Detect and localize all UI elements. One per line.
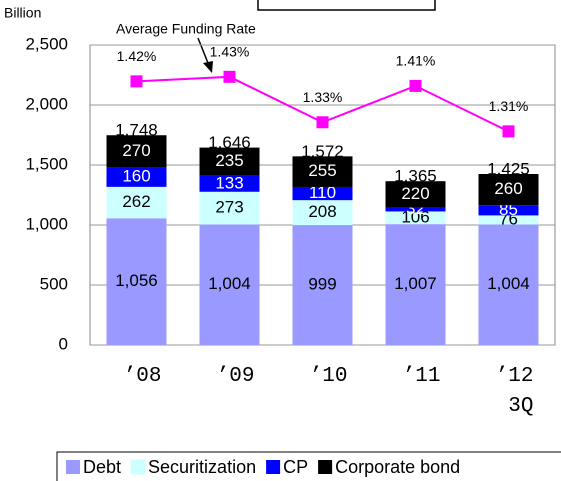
x-tick-label: ’12 3Q	[495, 365, 534, 418]
total-label: 1,748	[115, 121, 158, 140]
bar-segment	[478, 215, 539, 225]
bar-segment	[292, 186, 353, 201]
line-marker	[130, 75, 143, 88]
bar-segment	[199, 147, 260, 176]
y-tick-label: 0	[59, 334, 68, 353]
bar-segment	[106, 186, 167, 219]
data-label: 1,004	[487, 274, 530, 293]
total-label: 1,572	[301, 142, 344, 161]
legend-swatch	[318, 460, 333, 474]
data-label: 220	[401, 184, 429, 203]
y-tick-label: 1,000	[25, 214, 68, 233]
y-tick-label: 2,500	[25, 34, 68, 53]
bar-segment	[385, 224, 446, 345]
legend-label: Corporate bond	[335, 457, 460, 477]
bar-segment	[106, 167, 167, 187]
data-label: 110	[309, 183, 336, 202]
line-marker	[409, 79, 422, 92]
data-label: 133	[215, 173, 243, 192]
data-label: 270	[122, 141, 150, 160]
bar-segment	[478, 224, 539, 345]
data-label: 106	[401, 207, 429, 226]
legend-label: CP	[283, 457, 308, 477]
x-tick-label: ’09	[216, 365, 255, 388]
data-label: 999	[308, 275, 336, 294]
legend-label: Debt	[83, 457, 121, 477]
bar-segment	[199, 191, 260, 225]
data-label: 273	[215, 198, 243, 217]
bar-segment	[385, 181, 446, 208]
line-marker	[316, 116, 329, 129]
bar-segment	[106, 218, 167, 345]
data-label: 208	[308, 202, 336, 221]
data-label: 160	[122, 167, 150, 186]
y-tick-label: 500	[40, 274, 68, 293]
total-label: 1,425	[487, 159, 530, 178]
total-label: 1,365	[394, 167, 437, 186]
rate-label: 1.31%	[489, 98, 529, 114]
y-tick-label: 1,500	[25, 154, 68, 173]
data-label: 1,004	[208, 274, 251, 293]
bar-segment	[199, 175, 260, 192]
data-label: 255	[308, 161, 336, 180]
y-axis-label: Billion	[4, 5, 41, 21]
total-label: 1,646	[208, 133, 251, 152]
bar-segment	[385, 211, 446, 225]
bar-segment	[292, 200, 353, 226]
bar-segment	[385, 207, 446, 212]
annotation-arrowhead	[203, 61, 213, 73]
data-label: 1,056	[115, 271, 158, 290]
line-marker	[223, 70, 236, 83]
rate-label: 1.43%	[210, 44, 250, 60]
line-marker	[502, 125, 515, 138]
bar-segment	[292, 225, 353, 345]
data-label: 262	[122, 192, 150, 211]
bar-segment	[199, 224, 260, 345]
rate-label: 1.41%	[396, 53, 436, 69]
data-label: 235	[215, 151, 243, 170]
y-tick-label: 2,000	[25, 94, 68, 113]
bar-segment	[106, 135, 167, 168]
rate-label: 1.42%	[117, 48, 157, 64]
legend-label: Securitization	[148, 457, 256, 477]
legend-swatch	[66, 460, 80, 474]
legend-swatch	[130, 459, 146, 475]
bar-segment	[292, 156, 353, 187]
frame	[257, 0, 436, 11]
data-label: 1,007	[394, 274, 437, 293]
bar-segment	[478, 205, 539, 216]
x-tick-label: ’08	[123, 365, 162, 388]
legend-swatch	[266, 460, 281, 474]
x-tick-label: ’10	[309, 365, 348, 388]
rate-label: 1.33%	[303, 89, 343, 105]
x-tick-label: ’11	[402, 365, 441, 388]
annotation: Average Funding Rate	[116, 21, 256, 37]
data-label: 260	[494, 179, 522, 198]
bar-segment	[478, 174, 539, 206]
